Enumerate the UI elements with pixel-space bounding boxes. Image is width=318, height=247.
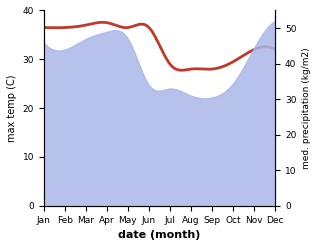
Y-axis label: med. precipitation (kg/m2): med. precipitation (kg/m2) xyxy=(302,47,311,169)
Y-axis label: max temp (C): max temp (C) xyxy=(7,74,17,142)
X-axis label: date (month): date (month) xyxy=(118,230,201,240)
